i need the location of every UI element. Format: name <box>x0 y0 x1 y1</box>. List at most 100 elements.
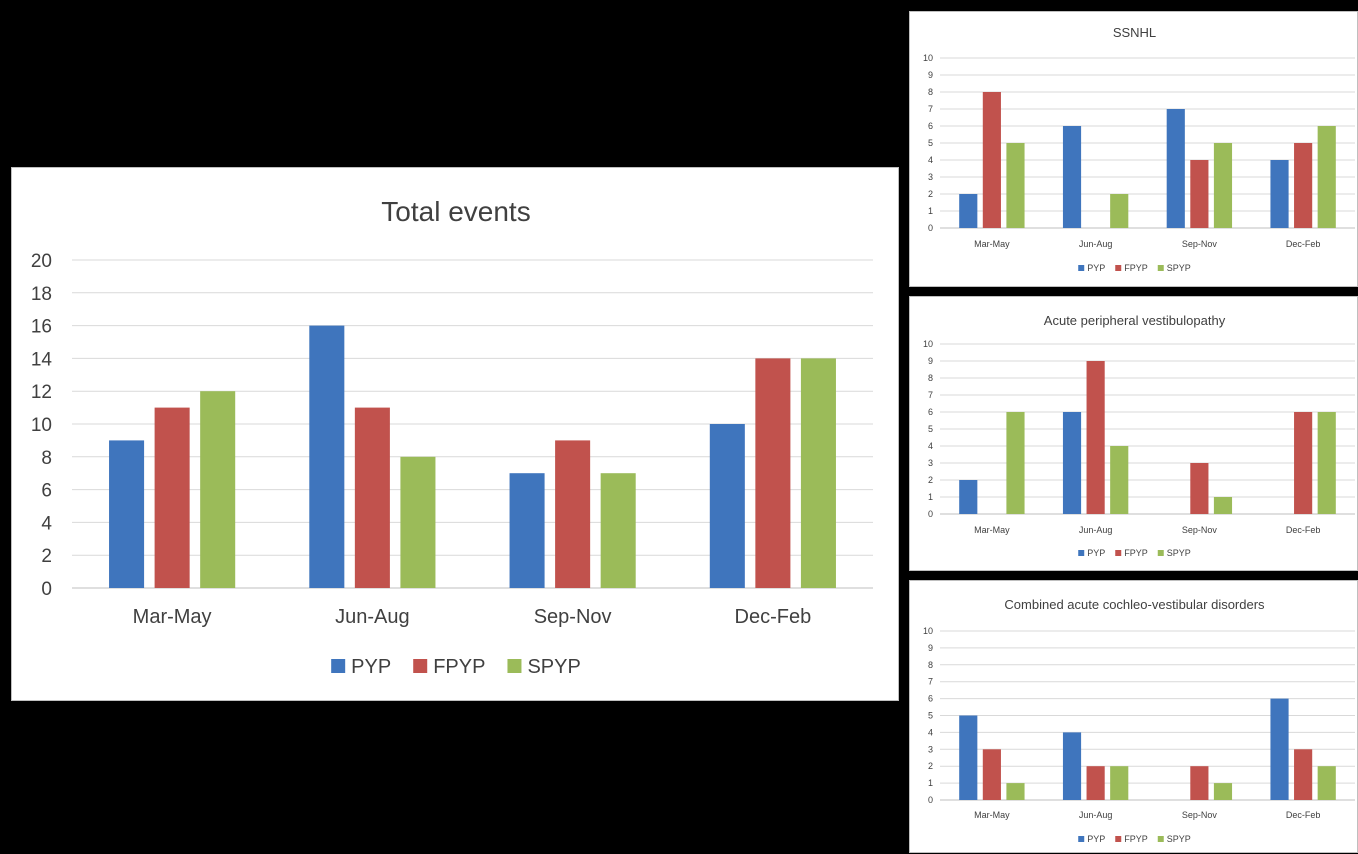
y-tick-label: 6 <box>928 121 933 131</box>
legend-swatch-spyp <box>507 659 522 673</box>
y-tick-label: 1 <box>928 492 933 502</box>
x-category-label: Sep-Nov <box>1182 525 1218 535</box>
bar-spyp-dec-feb <box>800 358 836 588</box>
y-tick-label: 6 <box>41 481 52 502</box>
y-tick-label: 1 <box>928 206 933 216</box>
y-tick-label: 1 <box>928 778 933 788</box>
bar-fpyp-dec-feb <box>1294 749 1313 800</box>
x-category-label: Jun-Aug <box>1079 810 1113 820</box>
legend-label-spyp: SPYP <box>1167 548 1191 558</box>
legend: PYP FPYP SPYP <box>1078 263 1191 273</box>
bar-spyp-sep-nov <box>1213 497 1233 514</box>
chart-total-events: Total events 0 2 4 6 8 10 12 14 16 18 20 Mar-May Jun-… <box>31 196 873 678</box>
y-tick-label: 5 <box>928 711 933 721</box>
y-tick-label: 16 <box>31 317 52 338</box>
y-tick-label: 2 <box>928 189 933 199</box>
y-tick-label: 3 <box>928 458 933 468</box>
chart-title: Combined acute cochleo-vestibular disord… <box>1004 597 1265 612</box>
legend-label-fpyp: FPYP <box>1124 263 1148 273</box>
bar-fpyp-mar-may <box>982 92 1001 228</box>
y-tick-label: 8 <box>41 448 52 469</box>
legend-label-pyp: PYP <box>351 656 391 678</box>
y-tick-label: 10 <box>923 53 933 63</box>
legend-label-spyp: SPYP <box>527 656 580 678</box>
legend: PYP FPYP SPYP <box>331 656 581 678</box>
legend-label-pyp: PYP <box>1087 263 1105 273</box>
legend-label-spyp: SPYP <box>1167 834 1191 844</box>
chart-title: Acute peripheral vestibulopathy <box>1044 313 1226 328</box>
y-tick-label: 0 <box>928 795 933 805</box>
y-tick-label: 4 <box>928 155 933 165</box>
bar-spyp-sep-nov <box>600 473 636 588</box>
y-tick-label: 9 <box>928 356 933 366</box>
legend-swatch-fpyp <box>1115 265 1122 271</box>
y-tick-label: 7 <box>928 390 933 400</box>
bar-fpyp-dec-feb <box>755 358 791 588</box>
chart-ssnhl: SSNHL 0 1 2 3 4 5 6 7 8 9 10 Mar-May Jun-Aug Sep-Nov De… <box>923 25 1355 273</box>
chart-panel-acute-peripheral-vestibulopathy: Acute peripheral vestibulopathy 0 1 2 3 4 5 6 7 8… <box>909 296 1358 571</box>
y-tick-label: 18 <box>31 284 52 305</box>
chart-title: SSNHL <box>1113 25 1156 40</box>
y-tick-label: 12 <box>31 382 52 403</box>
bar-fpyp-jun-aug <box>354 407 390 588</box>
chart-panel-ssnhl: SSNHL 0 1 2 3 4 5 6 7 8 9 10 Mar-May Jun-Aug Sep-Nov De… <box>909 11 1358 287</box>
bar-spyp-jun-aug <box>1110 766 1129 800</box>
x-category-label: Sep-Nov <box>1182 239 1218 249</box>
y-tick-label: 0 <box>928 223 933 233</box>
y-tick-label: 10 <box>923 626 933 636</box>
y-tick-label: 20 <box>31 251 52 272</box>
bar-pyp-mar-may <box>959 715 978 800</box>
legend-swatch-pyp <box>1078 550 1085 556</box>
x-category-label: Dec-Feb <box>1286 239 1321 249</box>
bar-pyp-jun-aug <box>1062 732 1082 800</box>
bar-fpyp-mar-may <box>982 749 1001 800</box>
y-tick-label: 9 <box>928 643 933 653</box>
bar-pyp-dec-feb <box>1270 698 1289 800</box>
x-category-label: Sep-Nov <box>1182 810 1218 820</box>
y-tick-label: 7 <box>928 677 933 687</box>
bar-spyp-sep-nov <box>1213 783 1233 800</box>
bar-pyp-mar-may <box>109 440 145 588</box>
bar-spyp-sep-nov <box>1213 143 1233 228</box>
bar-spyp-jun-aug <box>1110 446 1129 514</box>
legend-swatch-pyp <box>1078 265 1085 271</box>
legend: PYP FPYP SPYP <box>1078 548 1191 558</box>
legend-label-pyp: PYP <box>1087 548 1105 558</box>
x-category-label: Mar-May <box>133 606 212 628</box>
y-tick-label: 6 <box>928 694 933 704</box>
bar-pyp-sep-nov <box>509 473 545 588</box>
y-tick-label: 2 <box>928 475 933 485</box>
bar-spyp-mar-may <box>1006 783 1025 800</box>
y-tick-label: 6 <box>928 407 933 417</box>
bar-fpyp-sep-nov <box>555 440 591 588</box>
bar-fpyp-sep-nov <box>1190 160 1209 228</box>
bar-pyp-dec-feb <box>1270 160 1289 228</box>
bar-spyp-dec-feb <box>1317 412 1336 514</box>
y-tick-label: 3 <box>928 172 933 182</box>
bar-fpyp-jun-aug <box>1086 361 1105 514</box>
bar-spyp-jun-aug <box>400 456 436 588</box>
legend-label-fpyp: FPYP <box>433 656 485 678</box>
y-tick-label: 4 <box>928 441 933 451</box>
chart-combined-disorders: Combined acute cochleo-vestibular disord… <box>923 597 1355 844</box>
chart-title: Total events <box>381 196 530 227</box>
y-tick-label: 0 <box>41 579 52 600</box>
y-tick-label: 0 <box>928 509 933 519</box>
bar-pyp-mar-may <box>959 480 978 514</box>
y-tick-label: 8 <box>928 87 933 97</box>
y-tick-label: 9 <box>928 70 933 80</box>
bar-fpyp-dec-feb <box>1294 143 1313 228</box>
bar-pyp-sep-nov <box>1166 109 1185 228</box>
y-tick-label: 14 <box>31 349 53 370</box>
legend-swatch-fpyp <box>1115 836 1122 842</box>
legend-swatch-pyp <box>1078 836 1085 842</box>
legend-swatch-pyp <box>331 659 346 673</box>
y-tick-label: 10 <box>31 415 52 436</box>
bar-spyp-dec-feb <box>1317 126 1336 228</box>
bar-spyp-dec-feb <box>1317 766 1336 800</box>
bar-pyp-jun-aug <box>1062 126 1082 228</box>
legend-label-pyp: PYP <box>1087 834 1105 844</box>
legend-swatch-fpyp <box>413 659 428 673</box>
x-category-label: Dec-Feb <box>1286 525 1321 535</box>
chart-acute-peripheral-vestibulopathy: Acute peripheral vestibulopathy 0 1 2 3 4 5 6 7 8… <box>923 313 1355 558</box>
